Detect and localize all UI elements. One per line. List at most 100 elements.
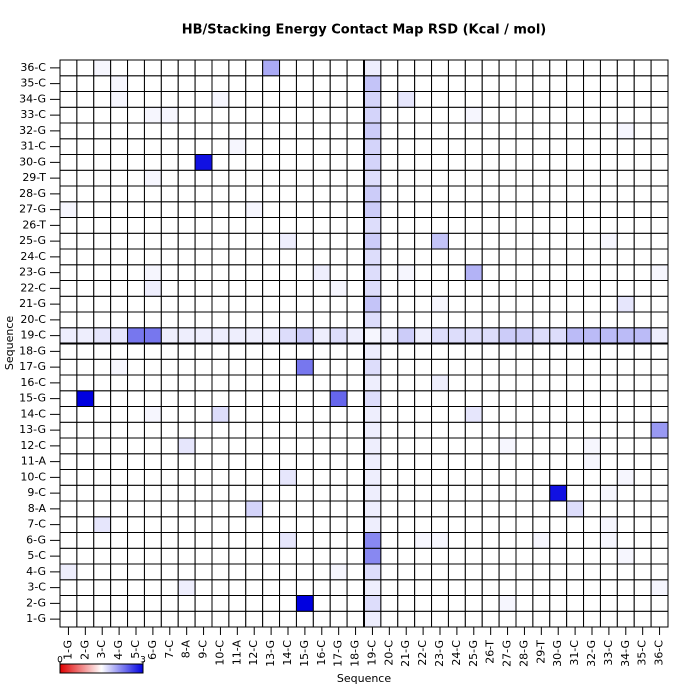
heatmap-cell [76, 248, 95, 266]
heatmap-cell [312, 232, 331, 250]
heatmap-cell [515, 563, 534, 581]
heatmap-cell [295, 437, 314, 455]
heatmap-cell [312, 138, 331, 155]
heatmap-cell [194, 91, 213, 108]
heatmap-cell [363, 248, 382, 266]
heatmap-cell [397, 437, 416, 455]
heatmap-cell [650, 390, 669, 407]
heatmap-cell [279, 106, 297, 124]
heatmap-cell [143, 390, 162, 407]
heatmap-cell [616, 358, 635, 376]
y-tick-label: 35-C [20, 77, 46, 90]
heatmap-cell [295, 232, 314, 250]
heatmap-cell [583, 500, 601, 518]
heatmap-cell [279, 437, 297, 455]
heatmap-cell [110, 59, 129, 77]
heatmap-cell [143, 358, 162, 376]
heatmap-cell [228, 406, 247, 423]
heatmap-cell [414, 201, 433, 218]
heatmap-cell [583, 421, 601, 439]
heatmap-cell [633, 169, 652, 187]
heatmap-cell [279, 91, 297, 108]
heatmap-cell [549, 295, 568, 313]
heatmap-cell [228, 280, 247, 297]
heatmap-cell [160, 453, 179, 470]
heatmap-cell [532, 295, 551, 313]
heatmap-cell [245, 595, 264, 612]
heatmap-cell [211, 547, 230, 565]
heatmap-cell [583, 264, 601, 281]
heatmap-cell [160, 280, 179, 297]
heatmap-cell [346, 311, 365, 329]
heatmap-cell [329, 138, 348, 155]
heatmap-cell [414, 610, 433, 628]
heatmap-cell [295, 311, 314, 329]
heatmap-cell [363, 469, 382, 486]
heatmap-cell [76, 185, 95, 203]
heatmap-cell [110, 421, 129, 439]
heatmap-cell [566, 295, 585, 313]
heatmap-cell [380, 295, 399, 313]
heatmap-cell [650, 406, 669, 423]
heatmap-cell [431, 201, 449, 218]
heatmap-cell [160, 311, 179, 329]
heatmap-cell [329, 169, 348, 187]
heatmap-cell [93, 59, 112, 77]
heatmap-cell [363, 437, 382, 455]
heatmap-cell [583, 295, 601, 313]
heatmap-cell [177, 469, 196, 486]
heatmap-cell [549, 547, 568, 565]
heatmap-cell [279, 327, 297, 344]
heatmap-cell [110, 232, 129, 250]
heatmap-cell [414, 390, 433, 407]
colorbar [59, 663, 144, 674]
x-tick-label: 29-T [534, 640, 547, 664]
heatmap-cell [650, 421, 669, 439]
heatmap-cell [93, 295, 112, 313]
heatmap-cell [262, 185, 281, 203]
heatmap-cell [76, 610, 95, 628]
heatmap-cell [76, 201, 95, 218]
x-tick-label: 13-G [264, 640, 277, 667]
heatmap-cell [279, 374, 297, 392]
heatmap-cell [549, 532, 568, 549]
heatmap-cell [143, 217, 162, 234]
heatmap-cell [160, 579, 179, 596]
heatmap-cell [633, 59, 652, 77]
heatmap-cell [262, 327, 281, 344]
heatmap-cell [245, 138, 264, 155]
heatmap-cell [110, 343, 129, 360]
heatmap-cell [93, 201, 112, 218]
heatmap-cell [93, 563, 112, 581]
heatmap-cell [464, 406, 483, 423]
heatmap-cell [431, 75, 449, 92]
heatmap-cell [329, 374, 348, 392]
heatmap-cell [329, 437, 348, 455]
heatmap-cell [447, 327, 466, 344]
heatmap-cell [498, 264, 517, 281]
heatmap-cell [447, 91, 466, 108]
heatmap-cell [279, 154, 297, 171]
heatmap-cell [515, 610, 534, 628]
heatmap-cell [431, 343, 449, 360]
heatmap-cell [228, 169, 247, 187]
heatmap-cell [650, 579, 669, 596]
heatmap-cell [481, 264, 500, 281]
heatmap-cell [363, 327, 382, 344]
x-tick-label: 7-C [163, 640, 176, 659]
heatmap-cell [633, 75, 652, 92]
heatmap-cell [481, 217, 500, 234]
heatmap-cell [211, 295, 230, 313]
heatmap-cell [110, 453, 129, 470]
y-tick-label: 26-T [22, 218, 46, 231]
heatmap-cell [160, 547, 179, 565]
heatmap-cell [211, 437, 230, 455]
heatmap-cell [481, 280, 500, 297]
heatmap-cell [583, 532, 601, 549]
heatmap-cell [498, 406, 517, 423]
heatmap-cell [110, 154, 129, 171]
heatmap-cell [498, 154, 517, 171]
heatmap-cell [127, 484, 145, 502]
heatmap-cell [566, 138, 585, 155]
heatmap-cell [346, 154, 365, 171]
